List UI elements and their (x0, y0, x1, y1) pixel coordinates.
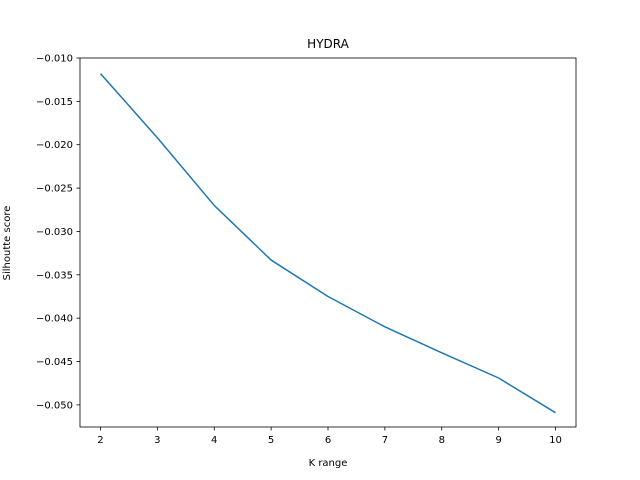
x-tick-label: 6 (325, 435, 331, 446)
x-tick-label: 9 (495, 435, 501, 446)
y-tick-label: −0.015 (36, 97, 73, 108)
y-tick-label: −0.035 (36, 270, 73, 281)
y-axis-label: Silhoutte score (2, 206, 13, 281)
x-tick-label: 10 (549, 435, 562, 446)
x-tick-label: 7 (382, 435, 388, 446)
y-tick-label: −0.010 (36, 54, 73, 65)
plot-area: 2 3 4 5 6 7 8 9 10 −0.010 −0.015 −0.020 −0.025 −0.030… (36, 54, 577, 446)
y-tick-label: −0.040 (36, 314, 73, 325)
series-line-0 (99, 73, 556, 414)
chart-title: HYDRA (307, 37, 349, 51)
x-tick-label: 4 (211, 435, 217, 446)
y-tick-label: −0.025 (36, 184, 73, 195)
x-tick-label: 8 (439, 435, 445, 446)
x-tick-label: 5 (268, 435, 274, 446)
x-tick-label: 2 (97, 435, 103, 446)
y-tick-label: −0.030 (36, 227, 73, 238)
y-tick-label: −0.045 (36, 357, 73, 368)
x-tick-label: 3 (154, 435, 160, 446)
x-axis-label: K range (309, 458, 348, 469)
y-tick-label: −0.020 (36, 140, 73, 151)
y-tick-label: −0.050 (36, 400, 73, 411)
